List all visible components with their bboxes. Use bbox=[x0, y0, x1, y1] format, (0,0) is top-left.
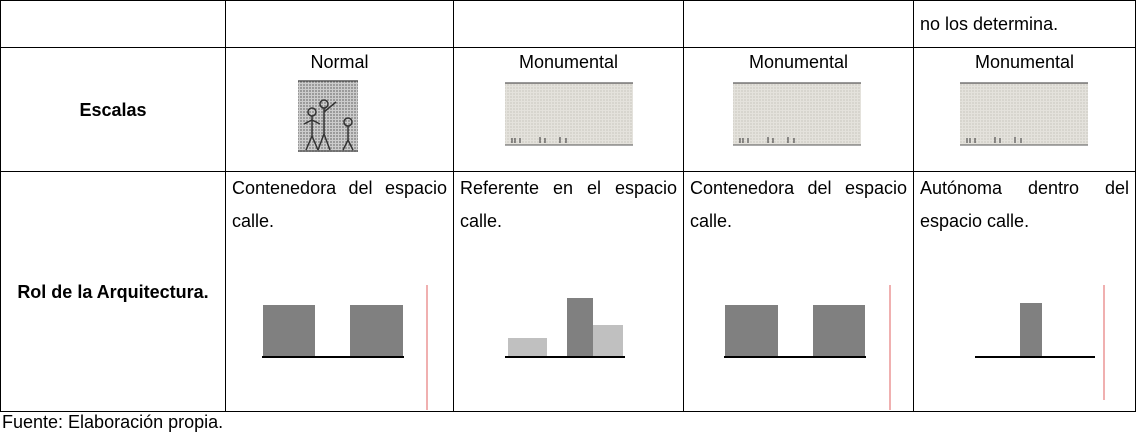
row: Escalas Normal Monumental Monumental Mon… bbox=[0, 47, 1136, 172]
cell: Autónoma dentro del espacio calle. bbox=[913, 171, 1136, 412]
cell: Referente en el espacio calle. bbox=[453, 171, 684, 412]
table: no los determina. Escalas Normal Monumen… bbox=[0, 0, 1136, 412]
cell: Monumental bbox=[453, 47, 684, 172]
row: no los determina. bbox=[0, 0, 1136, 48]
cell: Monumental bbox=[913, 47, 1136, 172]
cell: Contenedora del espacio calle. bbox=[683, 171, 914, 412]
cell: Contenedora del espacio calle. bbox=[225, 171, 454, 412]
cell: Normal bbox=[225, 47, 454, 172]
row-label: Rol de la Arquitectura. bbox=[0, 171, 226, 412]
cell bbox=[0, 0, 226, 48]
cell bbox=[683, 0, 914, 48]
row: Rol de la Arquitectura. Contenedora del … bbox=[0, 171, 1136, 412]
cell bbox=[225, 0, 454, 48]
source-note: Fuente: Elaboración propia. bbox=[2, 412, 224, 432]
cell: Monumental bbox=[683, 47, 914, 172]
cell: no los determina. bbox=[913, 0, 1136, 48]
cell bbox=[453, 0, 684, 48]
row-label: Escalas bbox=[0, 47, 226, 172]
